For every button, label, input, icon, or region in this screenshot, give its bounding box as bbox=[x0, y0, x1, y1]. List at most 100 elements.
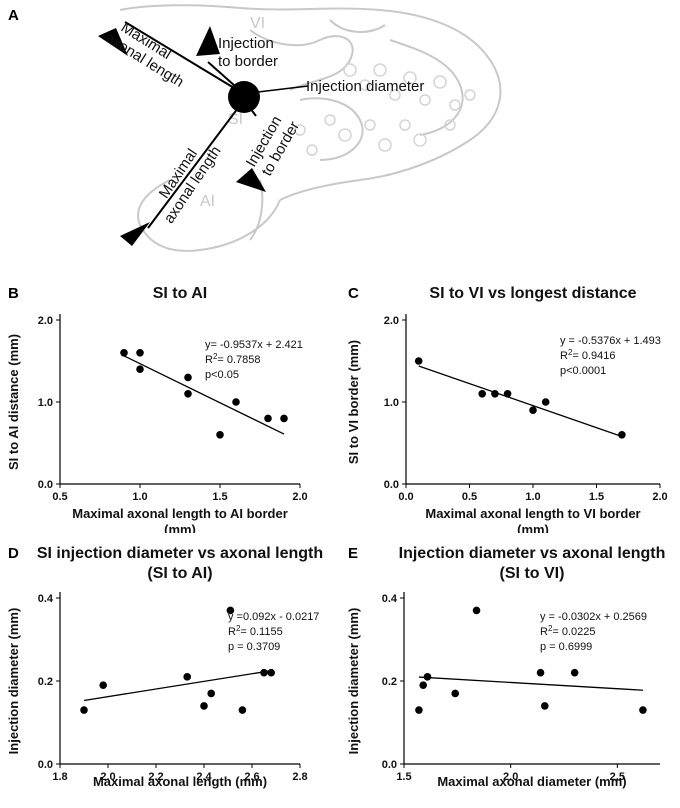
data-point bbox=[226, 606, 235, 615]
p-value: p = 0.3709 bbox=[228, 641, 280, 653]
fit-equation: y = -0.5376x + 1.493 bbox=[560, 335, 661, 347]
data-point bbox=[80, 706, 88, 714]
data-point bbox=[503, 390, 512, 398]
y-tick-label: 0.2 bbox=[382, 676, 397, 688]
data-point bbox=[529, 406, 537, 414]
x-tick-label: 0.5 bbox=[52, 491, 67, 503]
data-point bbox=[99, 681, 107, 689]
data-point bbox=[200, 702, 208, 710]
x-tick-label: 2.0 bbox=[292, 491, 307, 503]
data-point bbox=[451, 689, 459, 698]
p-value: p = 0.6999 bbox=[540, 641, 592, 653]
data-point bbox=[267, 668, 276, 677]
chart-panel-d: D SI injection diameter vs axonal length (… bbox=[6, 545, 323, 789]
y-tick-label: 0.0 bbox=[38, 759, 53, 771]
data-point bbox=[184, 390, 192, 398]
y-tick-label: 0.0 bbox=[382, 759, 397, 771]
regression-line bbox=[418, 365, 623, 438]
chart-title: SI to AI bbox=[153, 285, 208, 302]
p-value: p<0.05 bbox=[205, 369, 239, 381]
x-tick-label: 2.5 bbox=[610, 771, 625, 783]
data-point bbox=[491, 390, 499, 398]
x-tick-label: 1.0 bbox=[525, 491, 540, 503]
label-injection-border-top-2: to border bbox=[218, 53, 278, 70]
y-axis-label: Injection diameter (mm) bbox=[346, 608, 361, 755]
y-tick-label: 0.0 bbox=[38, 479, 53, 491]
data-point bbox=[183, 673, 191, 681]
data-point bbox=[639, 706, 647, 714]
x-tick-label: 2.8 bbox=[292, 771, 307, 783]
label-injection-border-top-1: Injection bbox=[218, 35, 274, 52]
data-point bbox=[414, 357, 423, 365]
y-tick-label: 0.0 bbox=[384, 479, 399, 491]
data-point bbox=[216, 431, 224, 439]
data-point bbox=[136, 349, 144, 357]
x-tick-label: 1.8 bbox=[52, 771, 67, 783]
data-point bbox=[260, 668, 268, 677]
x-tick-label: 2.4 bbox=[196, 771, 212, 783]
regression-line bbox=[123, 355, 285, 435]
chart-title: SI to VI vs longest distance bbox=[429, 285, 636, 302]
maximal-axonal-length-line-bottom bbox=[147, 99, 245, 229]
chart-title: (SI to VI) bbox=[500, 565, 565, 582]
chart-title: Injection diameter vs axonal length bbox=[399, 545, 666, 562]
chart-title: (SI to AI) bbox=[147, 565, 212, 582]
x-tick-label: 1.5 bbox=[212, 491, 227, 503]
x-tick-label: 1.5 bbox=[396, 771, 411, 783]
maximal-axonal-length-line-top bbox=[124, 21, 245, 95]
y-tick-label: 2.0 bbox=[38, 315, 53, 327]
x-axis-label: (mm) bbox=[517, 522, 549, 533]
regression-line bbox=[418, 676, 643, 691]
data-point bbox=[536, 668, 545, 677]
regression-line bbox=[83, 670, 272, 702]
injection-diameter-pointer bbox=[257, 85, 309, 93]
y-tick-label: 1.0 bbox=[38, 397, 53, 409]
x-tick-label: 2.6 bbox=[244, 771, 259, 783]
data-point bbox=[570, 668, 579, 677]
panel-label-e: E bbox=[348, 545, 358, 562]
data-point bbox=[541, 398, 550, 406]
injection-site-marker bbox=[228, 81, 260, 113]
data-point bbox=[423, 673, 432, 681]
data-point bbox=[618, 431, 626, 439]
data-point bbox=[136, 365, 144, 373]
chart-panel-c: C SI to VI vs longest distance 0.0 0.5 1.0 1.… bbox=[346, 285, 668, 533]
r-squared-value: R2= 0.1155 bbox=[228, 624, 283, 639]
panel-label-a: A bbox=[8, 7, 19, 24]
x-tick-label: 1.0 bbox=[132, 491, 147, 503]
label-injection-diameter: Injection diameter bbox=[306, 78, 424, 95]
fit-equation: y= -0.9537x + 2.421 bbox=[205, 339, 303, 351]
data-point bbox=[280, 414, 288, 423]
data-point bbox=[120, 349, 128, 357]
y-axis-label: Injection diameter (mm) bbox=[6, 608, 21, 755]
brain-outline bbox=[119, 4, 502, 252]
r-squared-value: R2= 0.7858 bbox=[205, 352, 261, 367]
data-point bbox=[238, 706, 247, 714]
x-tick-label: 1.5 bbox=[589, 491, 604, 503]
panel-label-c: C bbox=[348, 285, 359, 302]
y-tick-label: 0.2 bbox=[38, 676, 53, 688]
y-axis-label: SI to VI border (mm) bbox=[346, 340, 361, 464]
x-axis-label: Maximal axonal length (mm) bbox=[93, 774, 267, 789]
data-point bbox=[472, 606, 481, 615]
x-axis-label: (mm) bbox=[164, 522, 196, 533]
x-axis-label: Maximal axonal length to VI border bbox=[425, 506, 640, 521]
data-point bbox=[207, 689, 215, 698]
arrowhead-injection-border-top bbox=[196, 26, 220, 56]
arrowhead-max-length-bottom bbox=[120, 222, 150, 246]
x-axis-label: Maximal axonal length to AI border bbox=[72, 506, 288, 521]
x-tick-label: 0.5 bbox=[462, 491, 477, 503]
y-tick-label: 0.4 bbox=[38, 593, 54, 605]
r-squared-value: R2= 0.0225 bbox=[540, 624, 596, 639]
schematic-panel: A VI SI AI Maximal axonal length Injecti… bbox=[8, 4, 502, 252]
y-tick-label: 2.0 bbox=[384, 315, 399, 327]
data-point bbox=[184, 373, 192, 382]
region-label-ai: AI bbox=[200, 193, 215, 210]
x-axis-label: Maximal axonal diameter (mm) bbox=[437, 774, 626, 789]
region-label-vi: VI bbox=[250, 15, 265, 32]
panel-label-d: D bbox=[8, 545, 19, 562]
data-point bbox=[232, 398, 240, 406]
y-axis-label: SI to AI distance (mm) bbox=[6, 334, 21, 470]
data-point bbox=[419, 681, 427, 689]
data-point bbox=[478, 390, 486, 398]
